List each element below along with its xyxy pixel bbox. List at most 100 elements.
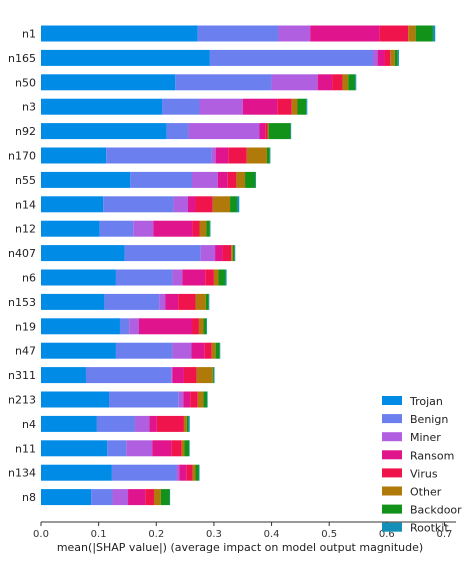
bar-segment-n6-virus [205, 269, 214, 286]
bar-segment-n14-miner [173, 196, 188, 213]
x-tick-label: 0.4 [264, 529, 280, 540]
bar-segment-n213-miner [178, 391, 184, 408]
category-label: n407 [8, 247, 36, 260]
bar-segment-n11-trojan [41, 440, 108, 457]
bar-segment-n311-backdoor [212, 367, 214, 384]
bar-segment-n1-other [408, 25, 416, 42]
legend-label-benign: Benign [410, 413, 448, 426]
bar-segment-n14-other [212, 196, 231, 213]
bar-segment-n8-virus [145, 489, 154, 506]
bar-segment-n1-virus [379, 25, 409, 42]
legend-swatch-benign [382, 414, 402, 424]
bar-segment-n134-virus [186, 464, 193, 481]
bar-segment-n165-miner [373, 49, 378, 66]
x-axis: 0.0 0.1 0.2 0.3 0.4 0.5 0.6 0.7 [33, 521, 456, 540]
category-label: n4 [22, 418, 36, 431]
bar-segment-n1-miner [278, 25, 311, 42]
category-label: n19 [15, 320, 36, 333]
bar-segment-n19-rootkit [206, 318, 207, 335]
bar-segment-n407-ransom [215, 245, 223, 262]
bar-segment-n50-backdoor [348, 74, 356, 91]
x-tick-label: 0.2 [148, 529, 164, 540]
bar-segment-n12-backdoor [206, 220, 210, 237]
bar-segment-n12-rootkit [209, 220, 211, 237]
category-label: n12 [15, 223, 36, 236]
bar-segment-n6-benign [115, 269, 173, 286]
legend-swatch-rootkit [382, 522, 402, 532]
bar-segment-n47-rootkit [219, 342, 221, 359]
bar-segment-n3-virus [277, 98, 292, 115]
bar-segment-n11-benign [107, 440, 127, 457]
bar-segment-n14-ransom [187, 196, 196, 213]
bar-segment-n55-rootkit [255, 171, 256, 188]
category-labels: n1 n165 n50 n3 n92 n170 n55 n14 n12 n407 n6 n153 n19… [8, 28, 36, 505]
bar-segment-n4-miner [134, 415, 150, 432]
bar-segment-n6-other [213, 269, 219, 286]
bar-segment-n55-ransom [217, 171, 228, 188]
bar-segment-n170-virus [228, 147, 247, 164]
bar-segment-n12-miner [133, 220, 154, 237]
bar-segment-n153-ransom [165, 293, 179, 310]
legend-swatch-other [382, 486, 402, 496]
legend-label-virus: Virus [410, 467, 438, 480]
bar-segment-n8-other [153, 489, 161, 506]
bar-segment-n19-backdoor [203, 318, 207, 335]
bar-segment-n8-backdoor [160, 489, 170, 506]
bar-segment-n407-virus [222, 245, 232, 262]
bar-segment-n4-virus [156, 415, 184, 432]
bar-segment-n50-miner [271, 74, 318, 91]
bar-segment-n3-benign [162, 98, 200, 115]
bar-segment-n19-trojan [41, 318, 120, 335]
bar-segment-n11-backdoor [184, 440, 190, 457]
bar-segment-n134-rootkit [198, 464, 200, 481]
bar-segment-n311-other [196, 367, 213, 384]
bar-segment-n14-trojan [41, 196, 104, 213]
bar-segment-n92-backdoor [268, 123, 291, 140]
bar-segment-n47-benign [115, 342, 173, 359]
bar-segment-n92-rootkit [290, 123, 292, 140]
bar-segment-n6-backdoor [218, 269, 226, 286]
bar-segment-n213-virus [190, 391, 198, 408]
legend-swatch-backdoor [382, 504, 402, 514]
bar-segment-n92-trojan [41, 123, 167, 140]
bar-segment-n14-virus [195, 196, 213, 213]
bar-segment-n6-miner [172, 269, 183, 286]
bar-segment-n170-ransom [215, 147, 229, 164]
bar-segment-n12-other [199, 220, 207, 237]
bar-segment-n213-benign [109, 391, 179, 408]
bar-segment-n11-other [181, 440, 185, 457]
legend-swatch-miner [382, 432, 402, 442]
bar-segment-n311-miner [171, 367, 173, 384]
bar-segment-n55-benign [130, 171, 193, 188]
bar-segment-n213-trojan [41, 391, 110, 408]
legend-label-backdoor: Backdoor [410, 504, 462, 517]
bar-segment-n134-miner [176, 464, 180, 481]
bar-segment-n55-miner [192, 171, 218, 188]
x-tick-label: 0.5 [321, 529, 337, 540]
bar-segment-n92-miner [188, 123, 260, 140]
x-tick-label: 0.6 [379, 529, 395, 540]
bar-segment-n153-rootkit [208, 293, 210, 310]
bar-segment-n213-other [197, 391, 204, 408]
category-label: n165 [8, 52, 36, 65]
bar-segment-n4-ransom [149, 415, 157, 432]
legend-label-ransom: Ransom [410, 449, 454, 462]
bar-segment-n165-rootkit [397, 49, 399, 66]
bar-segment-n153-backdoor [205, 293, 209, 310]
bar-segment-n11-ransom [152, 440, 172, 457]
bar-segment-n311-virus [183, 367, 197, 384]
bar-segment-n3-other [291, 98, 298, 115]
bar-segment-n170-trojan [41, 147, 107, 164]
category-label: n6 [22, 272, 36, 285]
x-tick-label: 0.7 [437, 529, 453, 540]
bar-segment-n213-backdoor [203, 391, 207, 408]
category-label: n50 [15, 76, 36, 89]
x-axis-title: mean(|SHAP value|) (average impact on mo… [57, 541, 423, 554]
bar-segment-n170-backdoor [266, 147, 270, 164]
bar-segment-n92-ransom [259, 123, 266, 140]
bar-segment-n11-virus [171, 440, 182, 457]
bar-segment-n92-virus [265, 123, 268, 140]
bar-segment-n50-trojan [41, 74, 176, 91]
bar-segment-n407-other [231, 245, 233, 262]
